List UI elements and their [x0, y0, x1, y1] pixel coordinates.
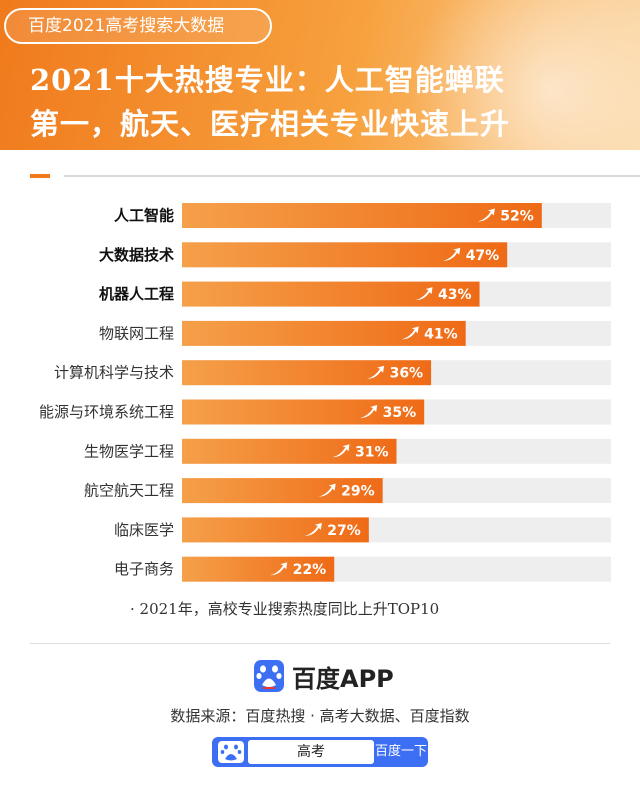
category-label: 大数据技术 — [99, 246, 174, 264]
bar-2 — [182, 281, 480, 307]
category-label: 计算机科学与技术 — [54, 364, 174, 382]
value-label: 36% — [390, 366, 424, 382]
trend-up-arrow-icon — [367, 365, 385, 379]
value-label: 31% — [355, 444, 389, 460]
category-label: 能源与环境系统工程 — [39, 403, 174, 421]
bar-5 — [182, 399, 425, 425]
bar-8 — [182, 517, 369, 543]
chart-footnote: · 2021年，高校专业搜索热度同比上升TOP10 — [130, 600, 440, 618]
bar-4 — [182, 360, 432, 386]
value-label: 35% — [383, 405, 417, 421]
footer-divider — [30, 643, 610, 644]
category-label: 航空航天工程 — [84, 482, 174, 500]
bar-0 — [182, 203, 542, 228]
category-label: 电子商务 — [114, 560, 174, 578]
header-banner: 百度2021高考搜索大数据 2021十大热搜专业：人工智能蝉联 第一，航天、医疗… — [0, 0, 640, 150]
trend-up-arrow-icon — [332, 444, 350, 458]
value-label: 41% — [424, 326, 458, 342]
trend-up-arrow-icon — [443, 247, 461, 261]
value-label: 27% — [327, 523, 361, 539]
category-label: 生物医学工程 — [84, 442, 174, 460]
section-divider — [64, 175, 640, 177]
brand-logo-text: 百度APP — [292, 664, 394, 693]
trend-up-arrow-icon — [477, 208, 495, 222]
category-label: 人工智能 — [114, 207, 174, 225]
trend-up-arrow-icon — [318, 483, 336, 497]
bar-6 — [182, 438, 397, 464]
trend-up-arrow-icon — [401, 326, 419, 340]
trend-up-arrow-icon — [360, 405, 378, 418]
value-label: 22% — [293, 562, 327, 578]
search-button[interactable]: 百度一下 — [374, 744, 427, 759]
trend-up-arrow-icon — [304, 522, 322, 536]
search-input[interactable]: 高考 — [248, 740, 374, 764]
trend-up-arrow-icon — [270, 562, 288, 576]
trend-up-arrow-icon — [415, 287, 433, 301]
category-label: 临床医学 — [114, 521, 174, 539]
ranking-bar-chart: 人工智能 52% 大数据技术 47% 机器人工程 43% 物联网工程 41% 计算机科学与技术 3… — [39, 203, 611, 582]
value-label: 43% — [438, 287, 472, 303]
bar-3 — [182, 320, 466, 346]
bar-9 — [182, 556, 335, 582]
bar-1 — [182, 242, 508, 268]
brand-logo: 百度APP — [254, 656, 394, 696]
baidu-paw-icon — [254, 660, 284, 692]
value-label: 52% — [500, 209, 534, 225]
bar-7 — [182, 478, 383, 504]
baidu-paw-icon — [218, 741, 244, 763]
category-label: 机器人工程 — [99, 285, 174, 303]
category-label: 物联网工程 — [99, 324, 174, 342]
data-source: 数据来源：百度热搜 · 高考大数据、百度指数 — [170, 707, 470, 725]
headline: 2021十大热搜专业：人工智能蝉联 第一，航天、医疗相关专业快速上升 — [30, 63, 511, 141]
value-label: 29% — [341, 484, 375, 500]
section-accent — [30, 174, 50, 178]
campaign-pill: 百度2021高考搜索大数据 — [4, 8, 272, 44]
search-bar[interactable]: 高考 百度一下 — [212, 737, 428, 767]
value-label: 47% — [466, 248, 500, 264]
